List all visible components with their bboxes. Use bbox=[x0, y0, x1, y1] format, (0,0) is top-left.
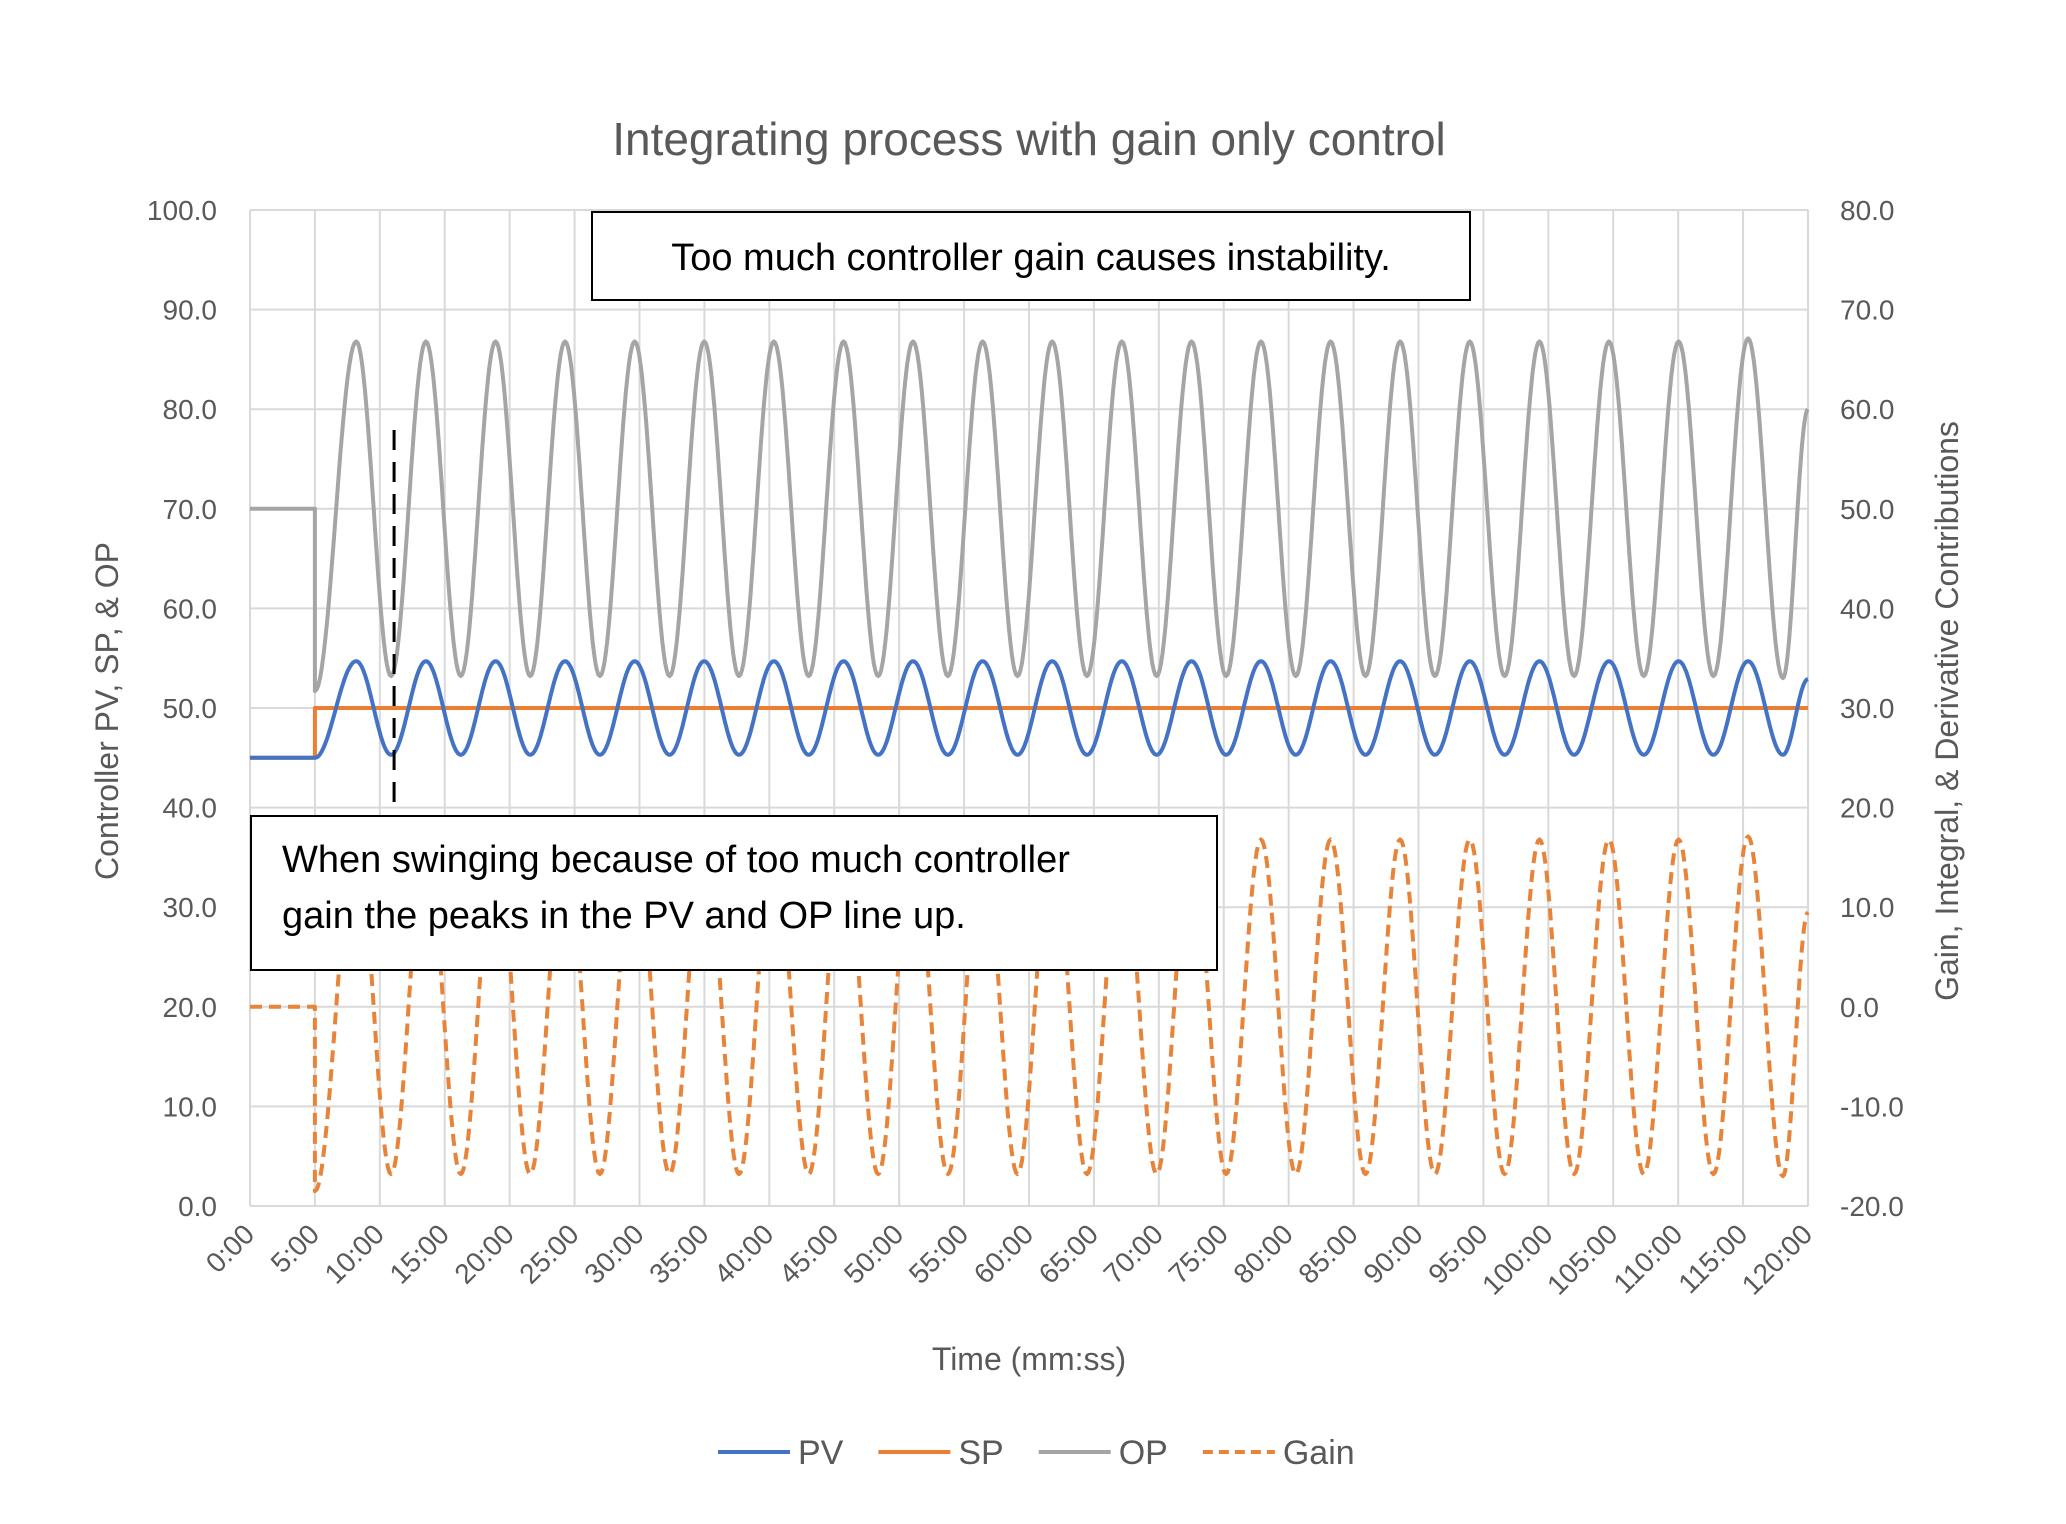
y2-tick-label: 0.0 bbox=[1840, 992, 1879, 1023]
y-tick-label: 90.0 bbox=[163, 295, 218, 326]
chart-title: Integrating process with gain only contr… bbox=[612, 113, 1446, 165]
y2-tick-label: -20.0 bbox=[1840, 1191, 1904, 1222]
y2-axis-title: Gain, Integral, & Derivative Contributio… bbox=[1929, 421, 1965, 1001]
y-tick-label: 20.0 bbox=[163, 992, 218, 1023]
series-line-op bbox=[250, 336, 1810, 694]
x-tick-label: 50:00 bbox=[838, 1218, 909, 1289]
x-tick-label: 20:00 bbox=[448, 1218, 519, 1289]
x-tick-label: 40:00 bbox=[708, 1218, 779, 1289]
y2-axis-ticks: -20.0 -10.0 0.0 10.0 20.0 30.0 40.0 50.0 60.0 70.… bbox=[1840, 195, 1904, 1222]
annotation-instability: Too much controller gain causes instabil… bbox=[591, 211, 1471, 301]
y2-tick-label: 60.0 bbox=[1840, 394, 1895, 425]
y2-tick-label: 30.0 bbox=[1840, 693, 1895, 724]
annotation-line-1: When swinging because of too much contro… bbox=[282, 839, 1070, 881]
x-tick-label: 30:00 bbox=[578, 1218, 649, 1289]
y-tick-label: 60.0 bbox=[163, 593, 218, 624]
y2-tick-label: 50.0 bbox=[1840, 494, 1895, 525]
x-tick-label: 105:00 bbox=[1541, 1218, 1623, 1300]
x-axis-title: Time (mm:ss) bbox=[932, 1341, 1126, 1377]
y-tick-label: 0.0 bbox=[178, 1191, 217, 1222]
annotation-text: Too much controller gain causes instabil… bbox=[671, 237, 1391, 279]
x-tick-label: 0:00 bbox=[200, 1218, 260, 1278]
y2-tick-label: 10.0 bbox=[1840, 892, 1895, 923]
legend-label-op: OP bbox=[1119, 1434, 1168, 1472]
y2-tick-label: 70.0 bbox=[1840, 295, 1895, 326]
x-tick-label: 65:00 bbox=[1033, 1218, 1104, 1289]
y-tick-label: 30.0 bbox=[163, 892, 218, 923]
y-tick-label: 70.0 bbox=[163, 494, 218, 525]
x-tick-label: 80:00 bbox=[1227, 1218, 1298, 1289]
annotation-box bbox=[591, 211, 1471, 301]
legend-label-gain: Gain bbox=[1283, 1434, 1355, 1472]
x-tick-label: 5:00 bbox=[265, 1218, 325, 1278]
y2-tick-label: 80.0 bbox=[1840, 195, 1895, 226]
legend: PV SP OP Gain bbox=[718, 1434, 1355, 1472]
y-tick-label: 50.0 bbox=[163, 693, 218, 724]
x-tick-label: 90:00 bbox=[1357, 1218, 1428, 1289]
series-line-pv bbox=[250, 659, 1809, 760]
x-tick-label: 60:00 bbox=[968, 1218, 1039, 1289]
x-tick-label: 85:00 bbox=[1292, 1218, 1363, 1289]
annotation-line-2: gain the peaks in the PV and OP line up. bbox=[282, 895, 966, 937]
x-tick-label: 10:00 bbox=[319, 1218, 390, 1289]
x-tick-label: 75:00 bbox=[1163, 1218, 1234, 1289]
x-tick-label: 120:00 bbox=[1736, 1218, 1818, 1300]
x-tick-label: 100:00 bbox=[1476, 1218, 1558, 1300]
series-line-gain bbox=[250, 834, 1810, 1194]
y2-tick-label: -10.0 bbox=[1840, 1091, 1904, 1122]
y-tick-label: 80.0 bbox=[163, 394, 218, 425]
x-tick-label: 45:00 bbox=[773, 1218, 844, 1289]
x-tick-label: 115:00 bbox=[1672, 1218, 1753, 1299]
annotation-box bbox=[250, 815, 1218, 971]
y2-tick-label: 20.0 bbox=[1840, 793, 1895, 824]
y-tick-label: 10.0 bbox=[163, 1091, 218, 1122]
annotation-peaks: When swinging because of too much contro… bbox=[250, 815, 1218, 971]
legend-label-sp: SP bbox=[958, 1434, 1003, 1472]
x-tick-label: 55:00 bbox=[903, 1218, 974, 1289]
x-tick-label: 70:00 bbox=[1098, 1218, 1169, 1289]
y2-tick-label: 40.0 bbox=[1840, 593, 1895, 624]
x-tick-label: 25:00 bbox=[513, 1218, 584, 1289]
series-lines bbox=[250, 336, 1810, 1194]
y-tick-label: 40.0 bbox=[163, 793, 218, 824]
x-tick-label: 35:00 bbox=[643, 1218, 714, 1289]
x-tick-label: 110:00 bbox=[1607, 1218, 1688, 1299]
y-axis-ticks: 0.0 10.0 20.0 30.0 40.0 50.0 60.0 70.0 80.0 90.0 1… bbox=[147, 195, 217, 1222]
x-axis-ticks: 0:00 5:0010:0015:0020:0025:0030:0035:0040… bbox=[200, 1218, 1818, 1300]
y-axis-title: Controller PV, SP, & OP bbox=[89, 542, 125, 880]
x-tick-label: 15:00 bbox=[384, 1218, 455, 1289]
legend-label-pv: PV bbox=[798, 1434, 844, 1472]
y-tick-label: 100.0 bbox=[147, 195, 217, 226]
